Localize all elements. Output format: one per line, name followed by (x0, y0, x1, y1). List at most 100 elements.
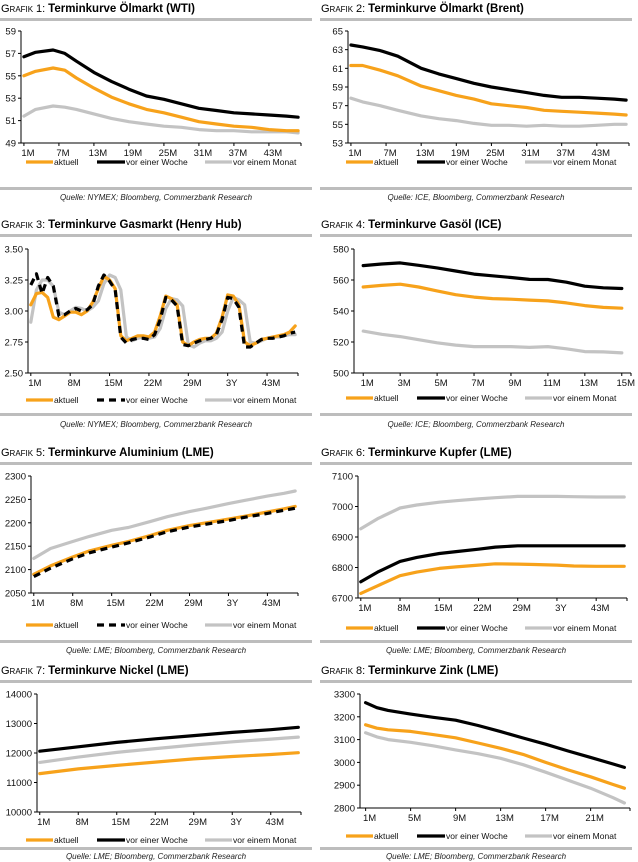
x-tick-label: 1M (363, 813, 376, 824)
y-tick-label: 10000 (6, 808, 32, 819)
legend-label: vor einer Woche (446, 393, 508, 403)
x-tick-label: 11M (543, 378, 561, 389)
chart-panel-7: Grafik 7: Terminkurve Nickel (LME) Quelle… (0, 0, 312, 862)
title-divider (0, 462, 312, 465)
y-tick-label: 13000 (6, 719, 32, 730)
y-tick-label: 51 (5, 116, 16, 127)
source-divider (0, 640, 312, 643)
series-line-vor-einem-monat (32, 489, 297, 561)
y-tick-label: 3.25 (5, 276, 24, 287)
line-chart: 49 51 53 55 57 59 1M 7M 13M 19M 25M 31M 37M 43M aktuel… (5, 27, 302, 167)
chart-source: Quelle: NYMEX; Bloomberg, Commerzbank Re… (59, 420, 253, 429)
y-tick-label: 500 (333, 369, 349, 380)
x-tick-label: 37M (229, 148, 248, 159)
y-tick-label: 57 (5, 49, 16, 60)
legend-label: vor einer Woche (446, 623, 508, 633)
chart-title-number: 6: (356, 447, 366, 459)
y-tick-label: 14000 (6, 690, 32, 701)
chart-title-number: 1: (36, 3, 46, 15)
series-line-vor-einem-monat (22, 104, 300, 135)
chart-title-label: Grafik (321, 665, 354, 677)
y-tick-label: 2800 (334, 804, 355, 815)
series-line-aktuell (38, 751, 300, 776)
series-line-aktuell (363, 723, 626, 790)
title-divider (0, 18, 312, 21)
legend-label: vor einer Woche (446, 157, 508, 167)
x-tick-label: 8M (68, 378, 81, 389)
x-tick-label: 29M (512, 603, 531, 614)
chart-source: Quelle: LME; Bloomberg, Commerzbank Rese… (65, 646, 247, 655)
legend-label: vor einem Monat (553, 157, 617, 167)
series-line-vor-einem-monat (38, 735, 300, 765)
chart-title-label: Grafik (1, 447, 34, 459)
series-line-aktuell (22, 66, 300, 133)
title-divider (320, 234, 632, 237)
x-tick-label: 25M (486, 148, 505, 159)
x-tick-label: 13M (416, 148, 435, 159)
x-tick-label: 1M (37, 817, 50, 828)
x-tick-label: 43M (262, 378, 281, 389)
chart-title-number: 8: (356, 665, 366, 677)
legend-label: aktuell (374, 623, 399, 633)
legend-label: vor einem Monat (233, 157, 297, 167)
y-tick-label: 2250 (5, 495, 26, 506)
y-tick-label: 540 (333, 307, 349, 318)
series-line-vor-einem-monat (359, 494, 626, 531)
x-tick-label: 43M (592, 148, 611, 159)
chart-panel-5: Grafik 5: Terminkurve Aluminium (LME) Que… (0, 0, 312, 862)
x-tick-label: 13M (580, 378, 599, 389)
legend-label: aktuell (54, 395, 79, 405)
x-tick-label: 21M (585, 813, 604, 824)
chart-title-label: Grafik (321, 3, 354, 15)
source-divider (0, 187, 312, 190)
y-tick-label: 2.50 (5, 369, 24, 380)
y-tick-label: 3000 (334, 758, 355, 769)
chart-source: Quelle: NYMEX; Bloomberg, Commerzbank Re… (59, 193, 253, 202)
y-tick-label: 2300 (5, 472, 26, 483)
legend-label: vor einem Monat (233, 835, 297, 845)
x-tick-label: 3M (398, 378, 411, 389)
chart-title-number: 4: (356, 219, 366, 231)
y-tick-label: 59 (332, 83, 343, 94)
y-tick-label: 2050 (5, 589, 26, 600)
y-tick-label: 61 (332, 64, 343, 75)
x-tick-label: 15M (434, 603, 453, 614)
x-tick-label: 1M (21, 148, 34, 159)
series-line-vor-einem-monat (361, 329, 624, 355)
chart-title: Grafik 7: Terminkurve Nickel (LME) (1, 665, 189, 677)
series-line-vor-einem-monat (363, 731, 626, 805)
series-line-vor-einer-woche (363, 701, 626, 770)
line-chart: 2.50 2.75 3.00 3.25 3.50 1M 8M 15M 22M 29M 3Y 43M ak… (5, 245, 299, 405)
chart-title: Grafik 1: Terminkurve Ölmarkt (WTI) (1, 3, 195, 15)
x-tick-label: 15M (106, 598, 125, 609)
chart-panel-1: Grafik 1: Terminkurve Ölmarkt (WTI) Quell… (0, 0, 312, 862)
legend-label: vor einem Monat (553, 393, 617, 403)
x-tick-label: 13M (495, 813, 514, 824)
title-divider (0, 680, 312, 683)
x-tick-label: 31M (521, 148, 540, 159)
chart-title-label: Grafik (1, 665, 34, 677)
chart-title-number: 3: (36, 219, 46, 231)
y-tick-label: 53 (332, 139, 343, 150)
line-chart: 2800 2900 3000 3100 3200 3300 1M 5M 9M 13M 17M 21M a… (334, 690, 631, 841)
y-tick-label: 12000 (6, 749, 32, 760)
series-line-vor-einer-woche (361, 261, 624, 291)
chart-title-text: Terminkurve Ölmarkt (WTI) (48, 3, 195, 15)
x-tick-label: 43M (266, 817, 285, 828)
source-divider (320, 187, 632, 190)
x-tick-label: 1M (348, 148, 361, 159)
chart-title-text: Terminkurve Aluminium (LME) (48, 447, 214, 459)
source-divider (320, 640, 632, 643)
chart-title-text: Terminkurve Gasöl (ICE) (368, 219, 502, 231)
series-line-aktuell (32, 504, 297, 576)
chart-source: Quelle: LME; Bloomberg, Commerzbank Rese… (65, 852, 247, 861)
y-tick-label: 2200 (5, 518, 26, 529)
y-tick-label: 6900 (332, 533, 353, 544)
chart-title: Grafik 5: Terminkurve Aluminium (LME) (1, 447, 214, 459)
y-tick-label: 2.75 (5, 338, 24, 349)
x-tick-label: 19M (124, 148, 143, 159)
x-tick-label: 5M (434, 378, 447, 389)
chart-source: Quelle: ICE; Bloomberg, Commerzbank Rese… (387, 420, 565, 429)
x-tick-label: 15M (112, 817, 131, 828)
chart-title-text: Terminkurve Nickel (LME) (48, 665, 189, 677)
